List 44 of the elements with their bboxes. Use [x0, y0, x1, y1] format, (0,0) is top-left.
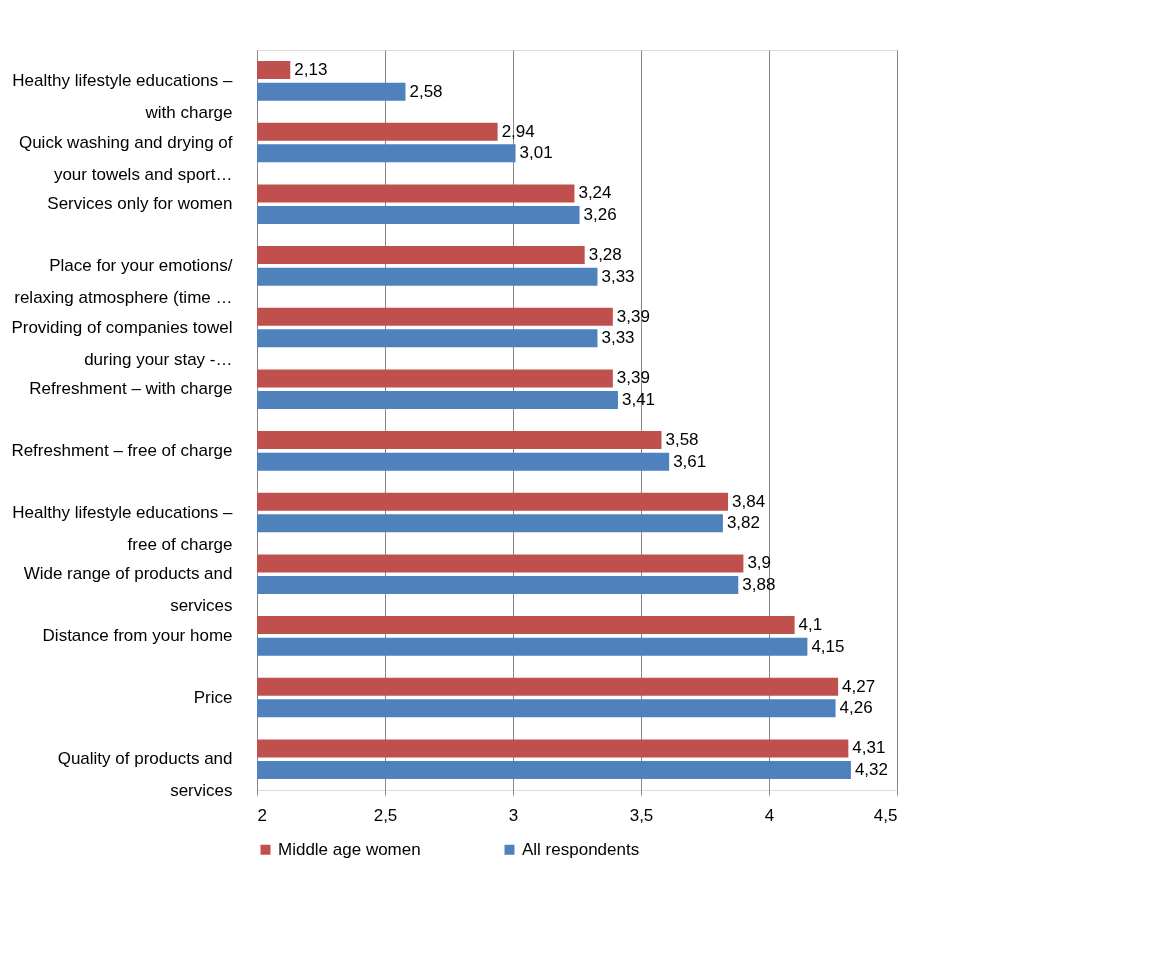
y-tick-label: Refreshment – free of charge [11, 440, 233, 460]
data-label: 4,26 [839, 698, 873, 718]
data-label: 3,88 [742, 574, 776, 594]
y-tick-label: Refreshment – with charge [29, 379, 233, 399]
data-label: 2,94 [501, 121, 535, 141]
x-tick-label: 2 [257, 805, 267, 825]
data-label: 3,33 [601, 266, 635, 286]
y-tick-label: Services only for women [47, 194, 233, 214]
data-label: 3,26 [583, 204, 617, 224]
x-tick-label: 4 [764, 805, 775, 825]
data-label: 4,15 [811, 636, 845, 656]
data-label: 2,13 [294, 60, 328, 80]
data-label: 3,82 [726, 513, 761, 533]
x-tick-label: 3,5 [629, 805, 654, 825]
data-label: 4,32 [854, 759, 889, 779]
y-tick-label: Quality of products and services [57, 749, 233, 801]
data-label: 4,1 [798, 615, 823, 635]
legend-label: All respondents [522, 839, 640, 859]
data-label: 3,58 [665, 430, 699, 450]
data-label: 2,58 [409, 81, 443, 101]
y-tick-label: Place for your emotions/ relaxing atmosphere (time … [14, 255, 233, 307]
y-tick-label: Quick washing and drying of your towels and sport… [18, 132, 233, 184]
data-label: 3,84 [732, 491, 766, 511]
data-label: 3,24 [578, 183, 612, 203]
data-label: 4,27 [842, 676, 876, 696]
y-tick-label: Healthy lifestyle educations – with charge [12, 70, 234, 122]
y-tick-label: Providing of companies towel during your stay -… [11, 317, 233, 369]
x-tick-label: 2,5 [373, 805, 398, 825]
y-tick-label: Healthy lifestyle educations – free of charge [12, 502, 234, 554]
x-tick-label: 3 [508, 805, 519, 825]
data-label: 3,39 [616, 368, 650, 388]
data-label: 3,41 [621, 389, 656, 409]
data-label: 3,28 [588, 245, 622, 265]
data-label: 3,61 [673, 451, 707, 471]
data-label: 3,39 [616, 306, 650, 326]
x-tick-label: 4,5 [873, 805, 898, 825]
y-tick-label: Distance from your home [42, 625, 233, 645]
y-tick-label: Price [193, 687, 233, 707]
data-label: 3,33 [601, 328, 635, 348]
data-label: 3,01 [519, 143, 553, 163]
data-label: 4,31 [852, 738, 886, 758]
y-tick-label: Wide range of products and services [23, 564, 233, 616]
legend-label: Middle age women [278, 839, 421, 859]
data-label: 3,9 [747, 553, 772, 573]
